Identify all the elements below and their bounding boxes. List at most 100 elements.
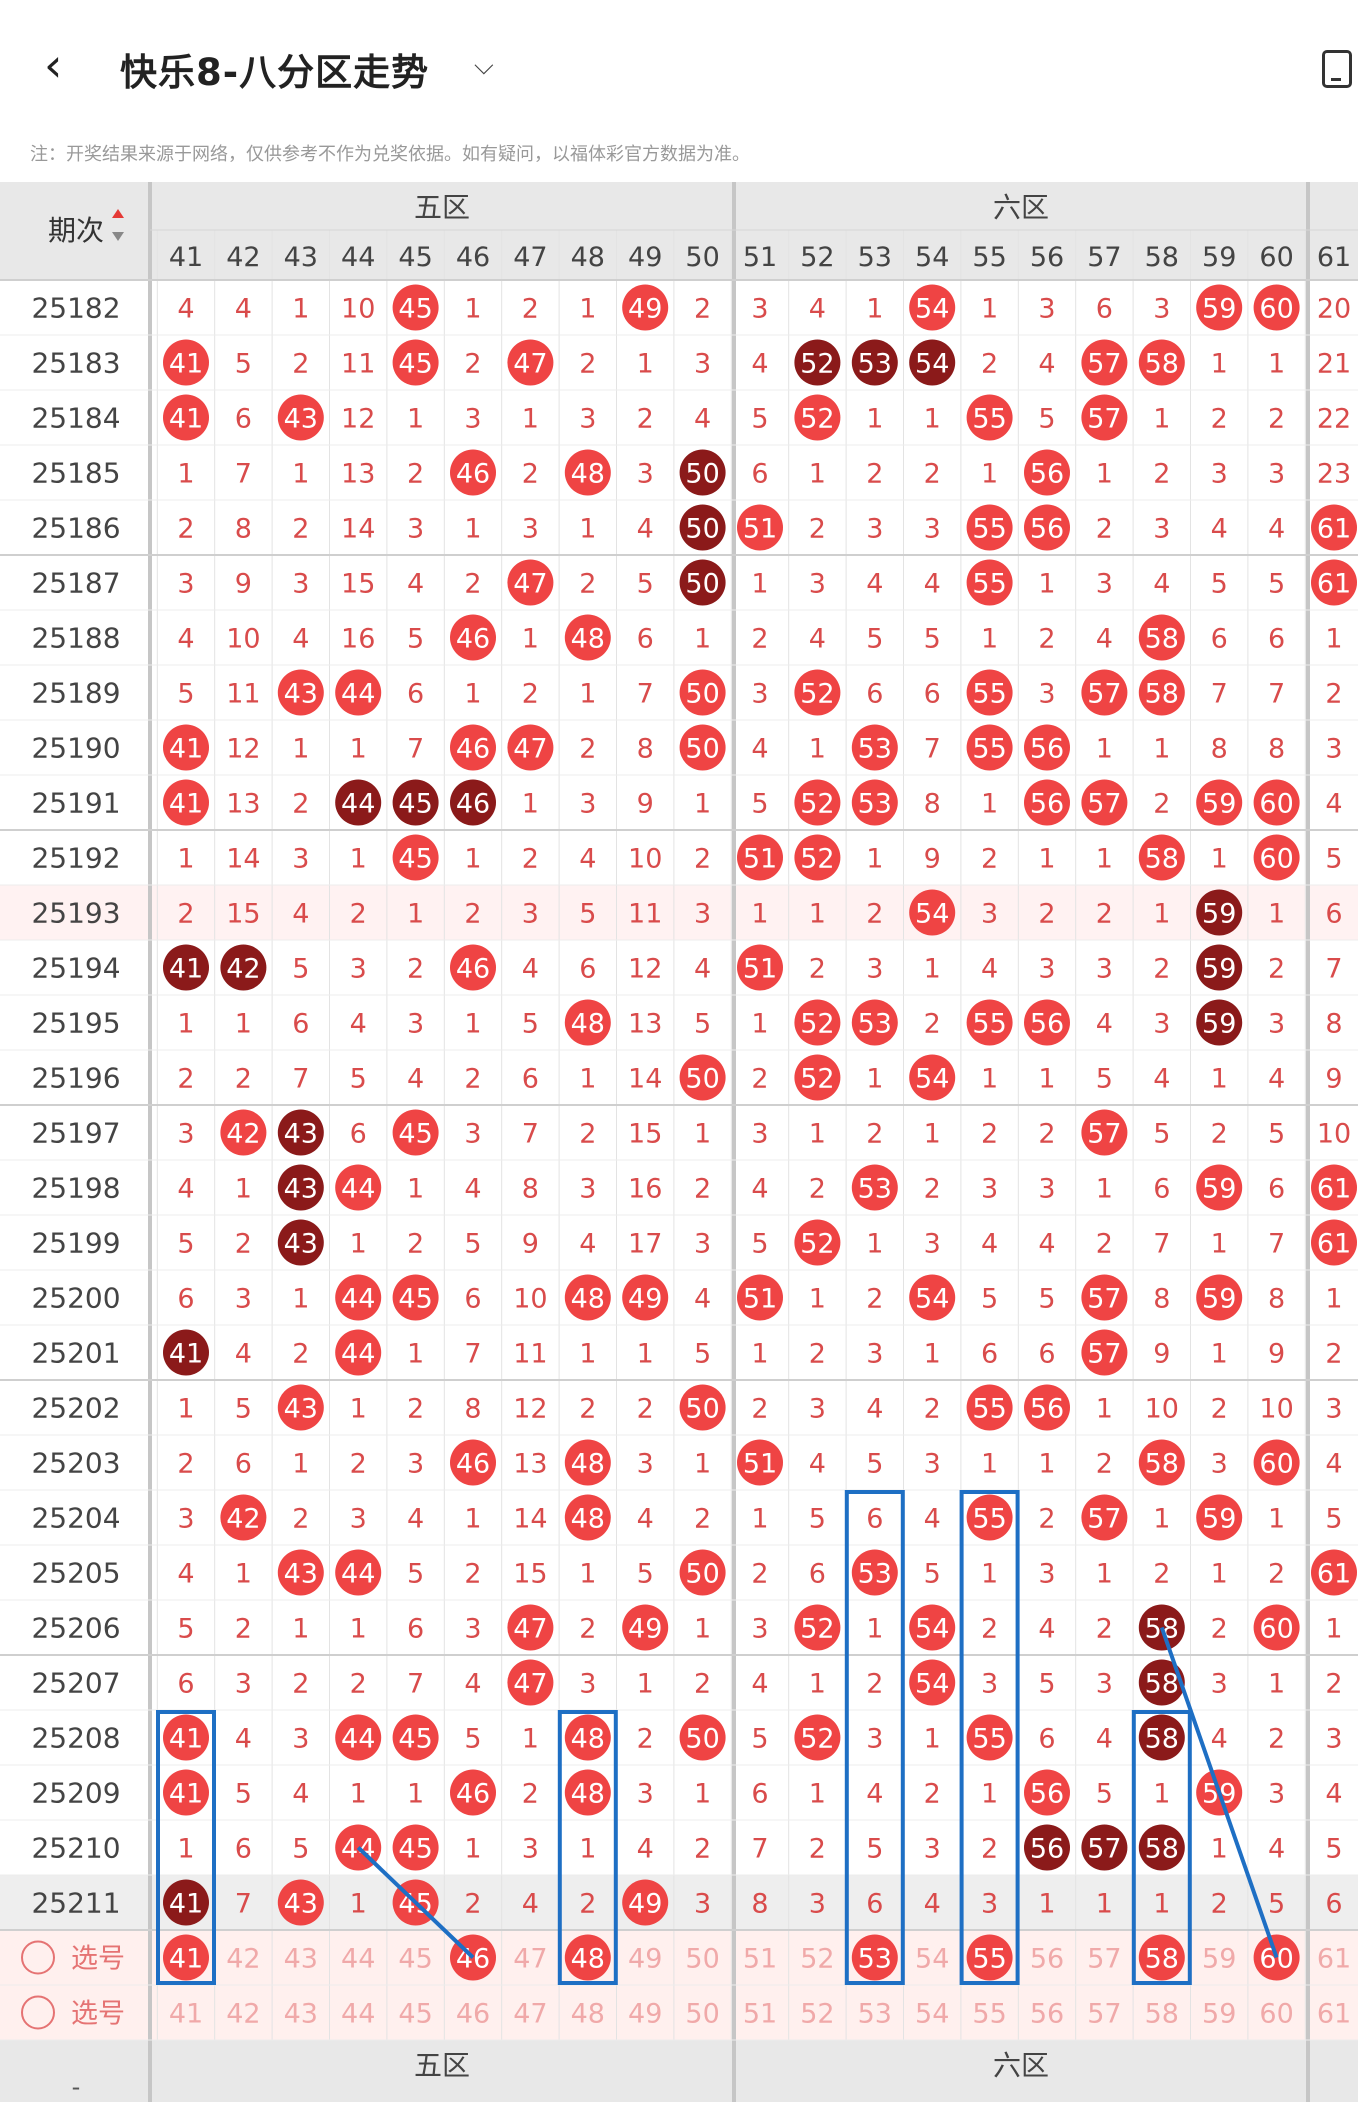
number-ball [966, 504, 1013, 551]
omission-value: 44 [341, 1944, 375, 1975]
omission-value: 2 [694, 294, 711, 325]
omission-value: 10 [1259, 1394, 1293, 1425]
number-ball [163, 1329, 209, 1376]
row-bg [0, 885, 1358, 940]
omission-value: 1 [292, 1284, 309, 1315]
omission-value: 3 [866, 1724, 883, 1755]
number-ball [794, 1219, 841, 1266]
omission-value: 2 [1325, 679, 1342, 710]
omission-value: 1 [522, 404, 539, 435]
number-ball [1024, 449, 1070, 496]
omission-value: 6 [751, 459, 768, 490]
period-cell: 25199 [31, 1227, 120, 1260]
sort-up-icon[interactable] [112, 209, 124, 218]
omission-value: 10 [341, 294, 375, 325]
omission-value: 3 [981, 899, 998, 930]
omission-value: 5 [1038, 404, 1055, 435]
column-number: 53 [858, 242, 892, 273]
number-ball [392, 1274, 439, 1321]
number-ball [909, 889, 956, 936]
column-number: 44 [341, 242, 375, 273]
omission-value: 5 [292, 954, 309, 985]
trend-line [1159, 1626, 1279, 1959]
omission-value: 13 [628, 1009, 662, 1040]
omission-value: 5 [1096, 1779, 1113, 1810]
omission-value: 4 [1211, 1724, 1228, 1755]
number-ball [277, 1549, 324, 1596]
ball-number: 58 [1145, 349, 1179, 380]
omission-value: 42 [226, 1999, 260, 2030]
ball-number: 43 [284, 679, 318, 710]
number-ball [851, 779, 898, 826]
omission-value: 7 [1268, 1229, 1285, 1260]
ball-number: 53 [858, 1174, 892, 1205]
row-bg [0, 1325, 1358, 1380]
omission-value: 1 [1096, 1394, 1113, 1425]
omission-value: 3 [464, 404, 481, 435]
row-bg [0, 1820, 1358, 1875]
omission-value: 1 [981, 294, 998, 325]
omission-value: 4 [694, 954, 711, 985]
period-cell: 25184 [31, 402, 120, 435]
chevron-down-icon[interactable]: ⌵ [474, 51, 494, 81]
omission-value: 2 [981, 844, 998, 875]
period-cell: 25183 [31, 347, 120, 380]
omission-value: 3 [981, 1889, 998, 1920]
number-ball [507, 559, 554, 606]
number-ball [1196, 944, 1243, 991]
number-ball [564, 1494, 611, 1541]
omission-value: 4 [809, 294, 826, 325]
select-radio[interactable] [21, 1940, 55, 1975]
omission-value: 4 [751, 734, 768, 765]
number-ball [1253, 1439, 1300, 1486]
number-ball [794, 394, 841, 441]
omission-value: 2 [579, 569, 596, 600]
device-screen-icon[interactable] [1322, 50, 1352, 88]
ball-number: 52 [800, 1009, 834, 1040]
omission-value: 2 [522, 844, 539, 875]
ball-number: 41 [169, 1339, 203, 1370]
omission-value: 45 [398, 1944, 432, 1975]
ball-number: 57 [1087, 1339, 1121, 1370]
ball-number: 55 [972, 1009, 1006, 1040]
ball-number: 41 [169, 789, 203, 820]
omission-value: 1 [981, 624, 998, 655]
omission-value: 1 [694, 1449, 711, 1480]
sort-down-icon[interactable] [112, 232, 124, 241]
omission-value: 22 [1317, 404, 1351, 435]
column-number: 56 [1030, 242, 1064, 273]
number-ball [1311, 559, 1357, 606]
period-cell: 25202 [31, 1392, 120, 1425]
omission-value: 4 [924, 1504, 941, 1535]
omission-value: 4 [751, 349, 768, 380]
ball-number: 45 [398, 1724, 432, 1755]
omission-value: 1 [1325, 624, 1342, 655]
number-ball [564, 1439, 611, 1486]
omission-value: 4 [866, 569, 883, 600]
omission-value: 1 [809, 1779, 826, 1810]
number-ball [163, 1769, 209, 1816]
row-bg [0, 665, 1358, 720]
omission-value: 3 [1096, 569, 1113, 600]
select-label[interactable]: 选号 [71, 1944, 125, 1975]
select-radio[interactable] [21, 1995, 55, 2030]
omission-value: 2 [464, 1559, 481, 1590]
omission-value: 5 [522, 1009, 539, 1040]
omission-value: 3 [1211, 459, 1228, 490]
back-icon[interactable]: ‹ [44, 38, 63, 92]
omission-value: 4 [1038, 349, 1055, 380]
omission-value: 4 [1096, 1724, 1113, 1755]
omission-value: 6 [1038, 1724, 1055, 1755]
omission-value: 2 [1096, 899, 1113, 930]
omission-value: 5 [866, 1834, 883, 1865]
omission-value: 7 [1153, 1229, 1170, 1260]
omission-value: 45 [398, 1999, 432, 2030]
omission-value: 2 [866, 1119, 883, 1150]
omission-value: 6 [177, 1284, 194, 1315]
select-label[interactable]: 选号 [71, 1999, 125, 2030]
omission-value: 47 [513, 1944, 547, 1975]
number-ball [966, 559, 1013, 606]
omission-value: 3 [579, 404, 596, 435]
ball-number: 58 [1145, 679, 1179, 710]
omission-value: 4 [1038, 1229, 1055, 1260]
